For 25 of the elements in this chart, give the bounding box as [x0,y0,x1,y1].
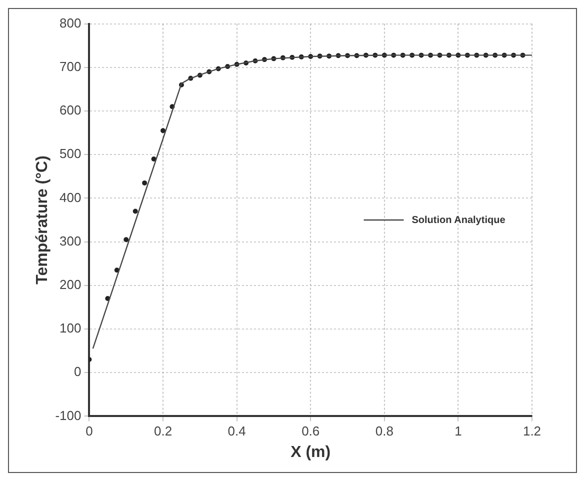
point [160,128,166,134]
y-tick-label: 500 [60,146,82,162]
y-tick-label: 200 [60,276,82,292]
y-tick-label: -100 [55,408,82,423]
point [132,208,138,214]
y-tick-label: 700 [60,58,82,74]
x-tick-label: 0.2 [154,424,172,439]
x-tick-label: 0 [86,424,93,439]
x-tick-label: 1 [454,424,462,439]
y-tick-label: 600 [60,102,82,118]
y-tick-label: 300 [60,233,82,248]
x-tick-label: 0.4 [228,424,246,439]
x-tick-label: 0.6 [302,424,320,439]
point [142,180,148,186]
y-tick-label: 100 [60,320,82,336]
y-axis-title: Température (°C) [34,156,52,284]
y-tick-label: 0 [74,364,82,380]
y-tick-label: 400 [60,190,82,205]
point [151,156,156,162]
x-tick-label: 0.8 [375,424,394,439]
point [124,237,129,242]
x-tick-label: 1.2 [522,424,542,439]
y-tick-label: 800 [60,15,82,30]
legend-label: Solution Analytique [412,214,506,226]
x-axis-title: X (m) [290,444,331,461]
